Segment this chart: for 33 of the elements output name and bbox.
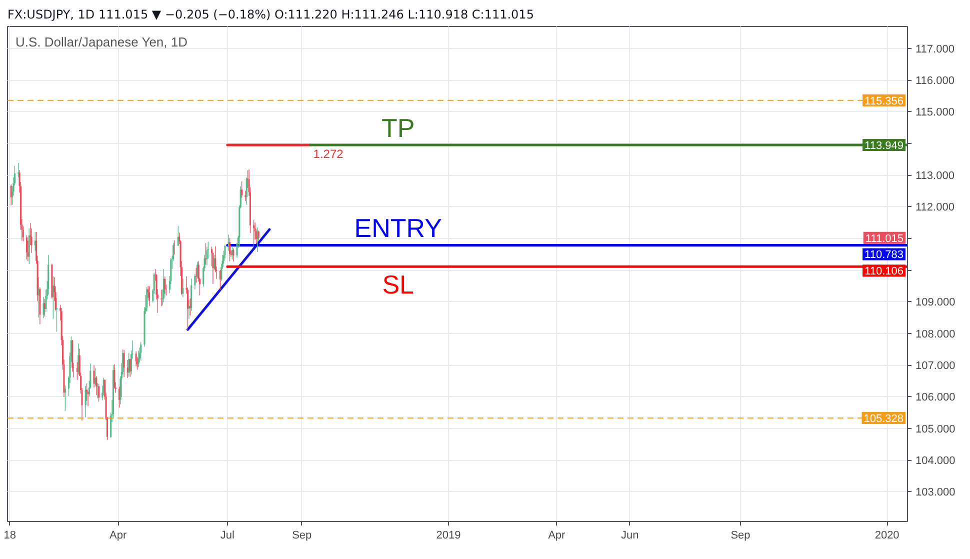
y-tick-label: 103.000 — [916, 486, 956, 499]
y-tick-label: 117.000 — [916, 43, 954, 56]
text: U.S. Dollar/Japanese Yen, 1D — [16, 34, 188, 50]
x-tick-label: 2019 — [436, 530, 461, 542]
series-label: SL — [382, 270, 414, 300]
y-tick-label: 116.000 — [916, 75, 954, 88]
x-tick-label: Jun — [621, 530, 639, 542]
y-tick-label: 113.000 — [916, 170, 954, 182]
data-label: 113.949 — [864, 140, 904, 152]
x-tick-label: 18 — [4, 530, 16, 542]
x-tick-label: Apr — [548, 530, 566, 542]
ref-line-label: 115.356 — [864, 95, 904, 108]
x-tick-label: Sep — [730, 530, 750, 542]
y-tick-label: 104.000 — [916, 455, 956, 468]
x-tick-label: Sep — [292, 530, 312, 542]
ref-line-label: 105.328 — [864, 413, 904, 426]
y-tick-label: 106.000 — [916, 392, 956, 404]
y-tick-label: 109.000 — [916, 296, 956, 309]
text: 111.015 — [865, 232, 904, 245]
series-label: ENTRY — [354, 213, 442, 244]
chart-subtitle: FX:USDJPY, 1D 111.015 ▼ −0.205 (−0.18%) O:111.220 H:111.246 L:110.918 C:111.015 — [8, 8, 534, 22]
y-tick-label: 108.000 — [916, 328, 956, 340]
y-tick-label: 112.000 — [916, 202, 954, 214]
series-label: TP — [381, 112, 415, 143]
y-tick-label: 105.000 — [916, 423, 956, 436]
x-tick-label: Apr — [109, 530, 127, 542]
data-label: 110.783 — [864, 249, 904, 262]
data-label: 110.106 — [864, 266, 904, 278]
annotation: 1.272 — [313, 146, 344, 161]
y-tick-label: 107.000 — [916, 360, 956, 372]
x-tick-label: 2020 — [874, 530, 900, 542]
y-tick-label: 115.000 — [916, 106, 954, 119]
x-tick-label: Jul — [220, 530, 234, 542]
